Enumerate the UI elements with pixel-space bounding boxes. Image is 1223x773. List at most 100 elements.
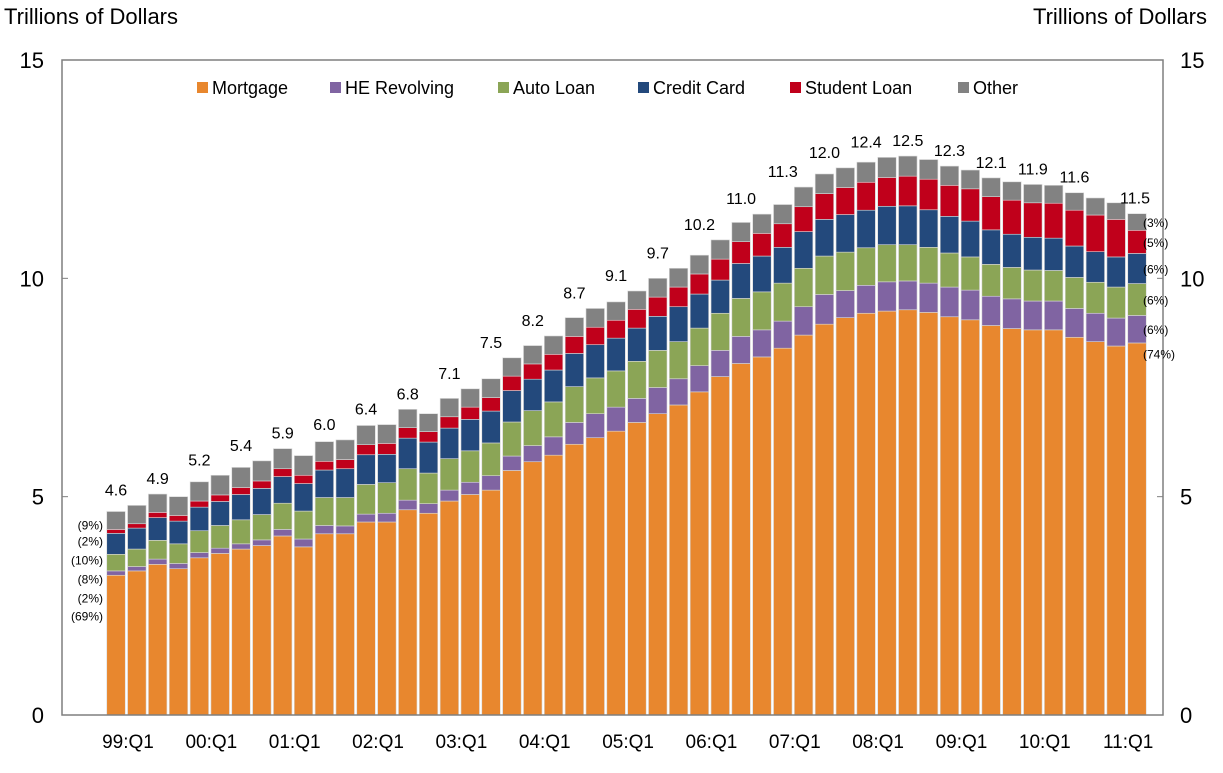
bar-segment-student-loan — [252, 480, 272, 489]
bar-total-label: 6.8 — [397, 386, 419, 403]
bar-segment-other — [773, 204, 793, 225]
bar-segment-student-loan — [231, 487, 251, 495]
x-tick-label: 07:Q1 — [769, 732, 821, 753]
bar-segment-he-revolving — [377, 512, 397, 523]
bar-segment-auto-loan — [356, 484, 376, 515]
bar-segment-mortgage — [273, 535, 293, 716]
bar-segment-student-loan — [1085, 214, 1105, 252]
bar-segment-auto-loan — [752, 291, 772, 331]
bar-segment-auto-loan — [794, 267, 814, 308]
bar-segment-mortgage — [960, 319, 980, 716]
bar-segment-he-revolving — [669, 378, 689, 406]
bar-segment-credit-card — [356, 454, 376, 485]
legend-swatch — [197, 82, 208, 93]
bar-segment-auto-loan — [564, 386, 584, 423]
bar-segment-he-revolving — [585, 413, 605, 439]
bar-segment-credit-card — [210, 501, 230, 526]
bar-segment-mortgage — [189, 557, 209, 716]
bar-segment-credit-card — [710, 279, 730, 314]
bar-segment-credit-card — [564, 353, 584, 387]
bar-segment-mortgage — [293, 546, 314, 716]
bar-segment-he-revolving — [814, 294, 834, 325]
x-tick-label: 09:Q1 — [936, 732, 988, 753]
bar-segment-mortgage — [544, 454, 564, 716]
bar-segment-auto-loan — [502, 421, 522, 457]
bar-segment-he-revolving — [148, 558, 168, 565]
bar-segment-credit-card — [919, 209, 939, 248]
bar-segment-credit-card — [1023, 236, 1043, 271]
bar-segment-auto-loan — [939, 252, 960, 288]
y-tick-label-right: 0 — [1180, 703, 1192, 728]
bar-segment-other — [606, 301, 626, 321]
bar-segment-mortgage — [731, 363, 751, 716]
bar-segment-student-loan — [335, 459, 355, 470]
bar-segment-student-loan — [148, 512, 168, 518]
bar-segment-credit-card — [1064, 245, 1085, 278]
bar-segment-student-loan — [398, 427, 418, 439]
bar-segment-auto-loan — [127, 548, 147, 567]
bar-segment-student-loan — [710, 258, 730, 281]
legend-swatch — [638, 82, 649, 93]
last-bar-share-label: (6%) — [1143, 323, 1168, 337]
legend-label: Student Loan — [805, 78, 912, 98]
bar-segment-mortgage — [106, 574, 126, 716]
bar-segment-student-loan — [1064, 209, 1085, 247]
bar-segment-auto-loan — [731, 298, 751, 337]
bar-segment-student-loan — [731, 241, 751, 264]
bar-segment-auto-loan — [231, 519, 251, 545]
bar-segment-auto-loan — [168, 543, 189, 564]
bar-segment-credit-card — [960, 220, 980, 258]
bar-segment-other — [669, 267, 689, 288]
bar-total-label: 5.9 — [272, 426, 294, 443]
bar-segment-auto-loan — [627, 360, 647, 399]
bar-segment-student-loan — [773, 223, 793, 248]
legend-swatch — [330, 82, 341, 93]
bar-segment-he-revolving — [231, 543, 251, 550]
bar-segment-mortgage — [585, 437, 605, 716]
bar-segment-student-loan — [689, 273, 709, 295]
bar-segment-he-revolving — [168, 563, 189, 570]
bar-segment-auto-loan — [273, 502, 293, 530]
bar-segment-he-revolving — [1106, 317, 1126, 347]
bar-segment-mortgage — [794, 334, 814, 716]
bar-segment-credit-card — [523, 378, 543, 411]
last-bar-share-label: (3%) — [1143, 216, 1168, 230]
bar-segment-student-loan — [293, 474, 314, 484]
bar-segment-auto-loan — [814, 255, 834, 295]
bar-segment-auto-loan — [1085, 281, 1105, 314]
bar-segment-mortgage — [1106, 345, 1126, 716]
bar-segment-student-loan — [439, 416, 459, 429]
legend: Mortgage HE Revolving Auto Loan Credit Card… — [197, 78, 1018, 98]
bar-segment-student-loan — [1002, 199, 1022, 235]
bar-segment-auto-loan — [314, 497, 334, 526]
bar-segment-he-revolving — [773, 320, 793, 349]
bar-segment-auto-loan — [689, 327, 709, 366]
bar-segment-mortgage — [981, 325, 1001, 716]
bar-segment-he-revolving — [523, 445, 543, 463]
bar-segment-credit-card — [669, 306, 689, 342]
bar-segment-other — [377, 424, 397, 444]
bar-total-label: 4.9 — [147, 471, 169, 488]
bar-segment-other — [273, 448, 293, 470]
bar-segment-credit-card — [502, 390, 522, 423]
bar-segment-he-revolving — [877, 281, 897, 312]
bar-segment-auto-loan — [1023, 269, 1043, 302]
bar-segment-credit-card — [773, 247, 793, 284]
bar-segment-student-loan — [523, 363, 543, 380]
bar-segment-student-loan — [314, 460, 334, 471]
bar-segment-auto-loan — [439, 458, 459, 491]
bar-segment-he-revolving — [960, 289, 980, 321]
bar-segment-mortgage — [856, 312, 876, 716]
bar-segment-credit-card — [168, 520, 189, 545]
bar-segment-mortgage — [252, 545, 272, 716]
bar-segment-other — [814, 173, 834, 194]
bar-segment-he-revolving — [460, 481, 480, 495]
bar-segment-he-revolving — [627, 398, 647, 423]
bar-segment-he-revolving — [502, 455, 522, 471]
x-ticks-layer: 99:Q1 00:Q1 01:Q1 02:Q1 03:Q1 04:Q1 05:Q1 06:Q1… — [102, 732, 1153, 753]
bar-segment-mortgage — [939, 316, 960, 716]
bar-segment-auto-loan — [606, 370, 626, 408]
bar-segment-he-revolving — [252, 539, 272, 546]
y-tick-label-right: 15 — [1180, 48, 1204, 73]
bar-segment-credit-card — [1106, 256, 1126, 288]
